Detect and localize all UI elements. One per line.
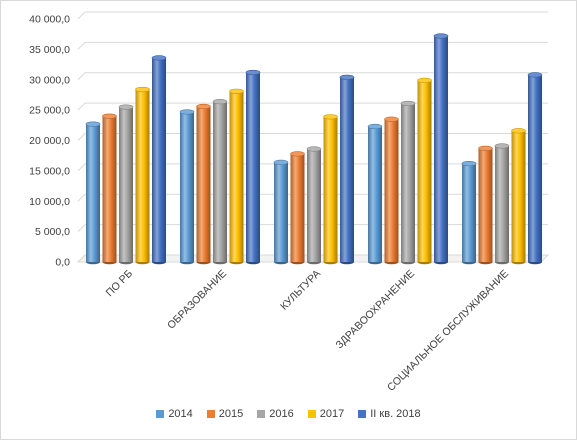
bar	[229, 88, 244, 265]
bar	[417, 77, 432, 265]
bar	[212, 99, 228, 265]
chart-legend: 2014 2015 2016 2017 II кв. 2018	[0, 408, 577, 420]
legend-swatch	[156, 410, 165, 418]
y-tick-label: 10 000,0	[29, 196, 70, 208]
bar	[494, 143, 510, 265]
legend-item: 2016	[257, 408, 294, 420]
legend-item: II кв. 2018	[358, 408, 421, 420]
bar	[135, 86, 150, 265]
bar	[196, 103, 211, 265]
gridline-depth	[77, 42, 86, 50]
legend-item: 2015	[206, 408, 244, 420]
legend-swatch	[307, 410, 316, 418]
y-tick-label: 0,0	[55, 257, 70, 269]
y-tick-label: 5 000,0	[35, 226, 70, 238]
bar	[102, 113, 117, 265]
bar	[306, 146, 322, 265]
bar	[151, 55, 167, 265]
x-category-label: ЗДРАВООХРАНЕНИЕ	[333, 268, 417, 352]
legend-swatch	[257, 410, 266, 418]
y-tick-label: 20 000,0	[29, 135, 70, 147]
bar	[290, 151, 305, 265]
legend-label: 2015	[218, 408, 244, 420]
legend-item: 2014	[156, 408, 193, 420]
y-tick-label: 15 000,0	[29, 165, 70, 177]
x-category-label: ОБРАЗОВАНИЕ	[165, 268, 229, 332]
bar	[179, 109, 195, 265]
gridline-depth	[77, 11, 86, 20]
legend-item: 2017	[307, 408, 345, 420]
legend-label: 2014	[168, 408, 193, 420]
gridline-depth	[77, 133, 86, 141]
x-category-label: КУЛЬТУРА	[278, 268, 323, 313]
y-tick-label: 25 000,0	[29, 105, 70, 117]
legend-swatch	[206, 410, 215, 418]
y-tick-label: 35 000,0	[29, 44, 70, 56]
bar	[461, 160, 477, 265]
gridline-depth	[77, 163, 86, 172]
gridline-depth	[77, 193, 86, 202]
bar	[85, 121, 101, 265]
bar	[367, 123, 383, 265]
bar	[339, 74, 355, 265]
bar	[323, 114, 338, 265]
bar	[400, 100, 416, 265]
bar	[478, 145, 493, 265]
bar	[527, 72, 543, 265]
bar	[511, 128, 526, 265]
x-category-label: ПО РБ	[104, 268, 136, 300]
gridline-depth	[77, 102, 86, 111]
bar	[245, 69, 261, 265]
bar	[118, 104, 134, 265]
y-tick-label: 30 000,0	[29, 74, 70, 86]
legend-label: 2016	[269, 408, 294, 420]
legend-label: II кв. 2018	[370, 408, 421, 420]
gridline-depth	[77, 72, 86, 81]
bar	[433, 33, 449, 265]
bar	[273, 159, 289, 265]
legend-label: 2017	[319, 408, 345, 420]
gridline-depth	[77, 224, 86, 232]
y-tick-label: 40 000,0	[29, 14, 70, 26]
legend-swatch	[358, 410, 367, 418]
bar	[384, 116, 399, 265]
